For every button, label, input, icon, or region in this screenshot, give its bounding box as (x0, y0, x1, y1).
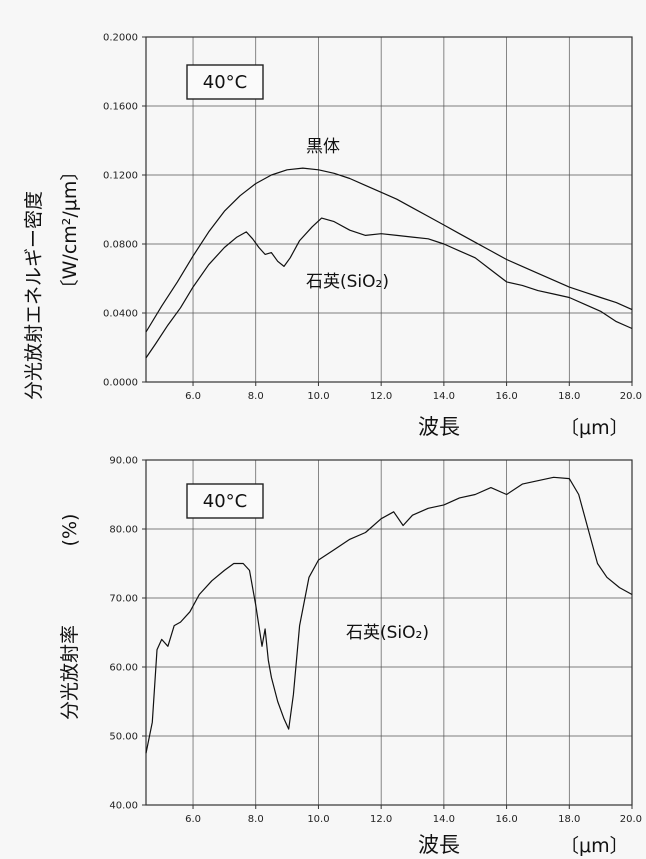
x-tick-label: 8.0 (248, 391, 264, 402)
y-tick-label: 40.00 (109, 801, 138, 812)
temperature-box (186, 483, 264, 519)
plot-frame (145, 36, 633, 383)
x-tick-label: 18.0 (558, 391, 580, 402)
x-tick-labels: 6.0 8.0 10.0 12.0 14.0 16.0 18.0 20.0 (185, 814, 642, 825)
y-axis-unit: 〔W/cm²/μm〕 (59, 162, 81, 299)
y-tick-label: 60.00 (109, 663, 138, 674)
series-lines (145, 167, 633, 359)
y-tick-label: 50.00 (109, 732, 138, 743)
y-tick-label: 0.1600 (103, 102, 138, 113)
temperature-label: 40°C (203, 491, 247, 512)
x-tick-label: 6.0 (185, 814, 201, 825)
x-tick-label: 16.0 (495, 814, 517, 825)
x-tick-label: 18.0 (558, 814, 580, 825)
x-axis-label: 波長 (418, 833, 460, 857)
chart-radiant-energy-density: 6.0 8.0 10.0 12.0 14.0 16.0 18.0 20.0 0.00000.0… (23, 33, 642, 440)
y-tick-labels: 40.00 50.00 60.00 70.00 80.00 90.00 (109, 456, 138, 812)
series-lines (145, 476, 633, 754)
y-tick-label: 0.0400 (103, 309, 138, 320)
x-tick-label: 20.0 (620, 814, 642, 825)
y-tick-label: 70.00 (109, 594, 138, 605)
x-tick-label: 10.0 (307, 814, 329, 825)
y-tick-label: 0.0800 (103, 240, 138, 251)
temperature-box (186, 64, 264, 100)
y-axis-label: 分光放射エネルギー密度 (23, 191, 45, 400)
y-tick-label: 0.2000 (103, 33, 138, 44)
y-tick-labels: 0.0000 0.0400 0.0800 0.1200 0.1600 0.2000 (103, 33, 138, 389)
series-label-quartz: 石英(SiO₂) (346, 623, 429, 643)
y-tick-label: 0.0000 (103, 378, 138, 389)
y-tick-label: 80.00 (109, 525, 138, 536)
x-tick-label: 10.0 (307, 391, 329, 402)
x-tick-label: 14.0 (433, 391, 455, 402)
x-axis-unit: 〔μm〕 (560, 417, 629, 439)
series-label-blackbody: 黒体 (306, 137, 340, 157)
x-tick-label: 20.0 (620, 391, 642, 402)
x-tick-label: 14.0 (433, 814, 455, 825)
series-line-1 (145, 476, 633, 754)
chart-spectral-emissivity: 6.0 8.0 10.0 12.0 14.0 16.0 18.0 20.0 40.00 50.0… (59, 456, 642, 858)
series-line-1 (145, 167, 633, 333)
x-tick-label: 6.0 (185, 391, 201, 402)
plot-frame (145, 459, 633, 806)
x-axis-unit: 〔μm〕 (560, 835, 629, 857)
x-tick-label: 16.0 (495, 391, 517, 402)
x-tick-labels: 6.0 8.0 10.0 12.0 14.0 16.0 18.0 20.0 (185, 391, 642, 402)
y-tick-label: 0.1200 (103, 171, 138, 182)
x-tick-label: 12.0 (370, 814, 392, 825)
temperature-label: 40°C (203, 72, 247, 93)
y-axis-unit: (%) (59, 514, 81, 547)
x-tick-label: 8.0 (248, 814, 264, 825)
series-label-quartz: 石英(SiO₂) (306, 272, 389, 292)
series-line-2 (145, 217, 633, 359)
y-axis-label: 分光放射率 (59, 625, 81, 720)
y-tick-label: 90.00 (109, 456, 138, 467)
x-tick-label: 12.0 (370, 391, 392, 402)
x-axis-label: 波長 (418, 415, 460, 439)
